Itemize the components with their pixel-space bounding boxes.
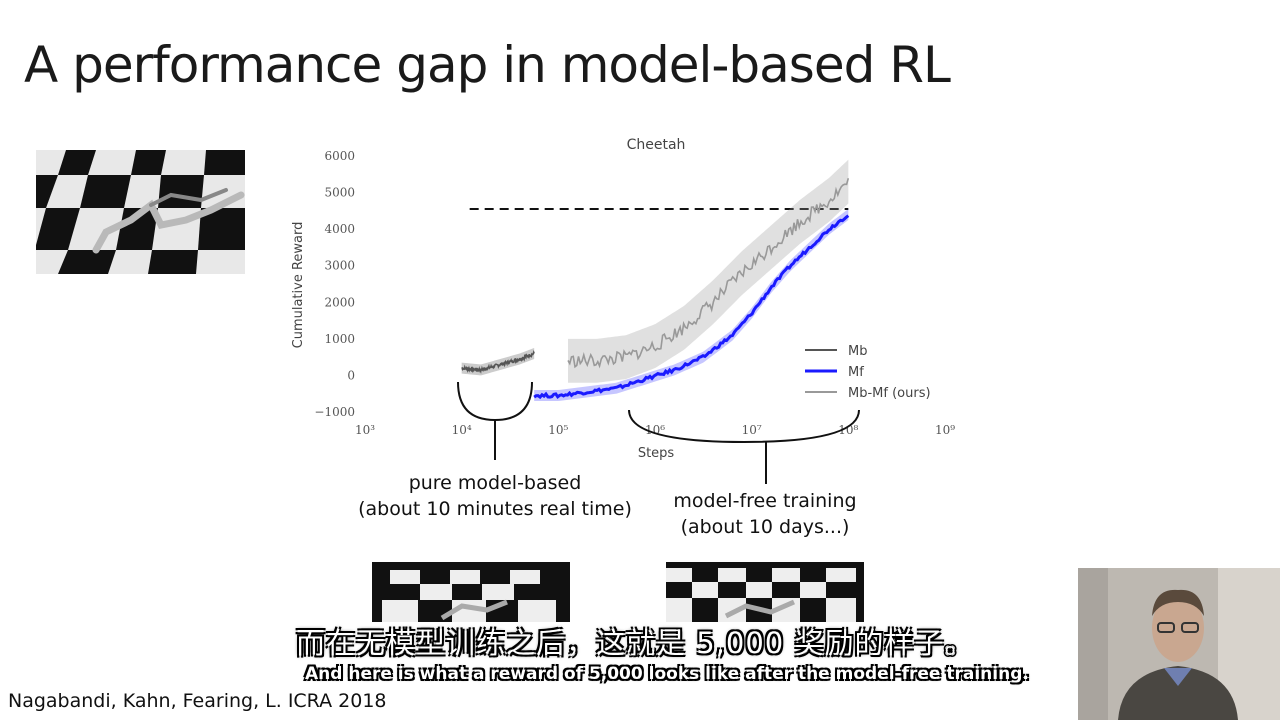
x-axis-label: Steps	[638, 446, 675, 461]
x-tick-label: 10⁵	[548, 423, 568, 437]
y-tick-label: 5000	[324, 186, 355, 200]
y-tick-label: 6000	[324, 149, 355, 163]
y-tick-label: 2000	[324, 295, 355, 309]
x-tick-label: 10⁶	[645, 423, 665, 437]
chart-legend: Mb Mf Mb-Mf (ours)	[805, 344, 931, 401]
y-axis-label: Cumulative Reward	[291, 222, 306, 349]
model-free-detail: (about 10 days...)	[680, 516, 850, 538]
slide-title: A performance gap in model-based RL	[24, 36, 951, 94]
pure-model-based-bracket	[457, 381, 533, 460]
pure-model-based-annotation: pure model-based (about 10 minutes real …	[330, 470, 660, 522]
subtitle-chinese: 而在无模型训练之后，这就是 5,000 奖励的样子。	[296, 626, 975, 660]
y-tick-label: 1000	[324, 332, 355, 346]
subtitle-english: And here is what a reward of 5,000 looks…	[305, 664, 1029, 684]
presenter-webcam	[1078, 568, 1280, 720]
model-free-annotation: model-free training (about 10 days...)	[640, 488, 890, 540]
citation: Nagabandi, Kahn, Fearing, L. ICRA 2018	[8, 690, 387, 712]
series-line-mf	[533, 214, 850, 400]
cheetah-image-model-free	[666, 562, 864, 622]
x-tick-label: 10⁷	[742, 423, 762, 437]
series-band-mb-mf-ours-	[568, 159, 849, 383]
model-free-label: model-free training	[673, 490, 857, 512]
series-line-mb-mf-ours-	[567, 178, 850, 369]
pure-model-based-label: pure model-based	[408, 472, 582, 494]
pure-model-based-detail: (about 10 minutes real time)	[358, 498, 632, 520]
legend-label: Mb-Mf (ours)	[848, 386, 931, 401]
chart-title: Cheetah	[627, 137, 686, 153]
cheetah-image-model-based	[372, 562, 570, 622]
y-tick-label: 4000	[324, 222, 355, 236]
x-tick-label: 10⁹	[935, 423, 955, 437]
x-tick-label: 10³	[355, 423, 375, 437]
cheetah-image-top	[36, 150, 245, 274]
series-line-mb	[461, 350, 535, 374]
model-free-bracket	[628, 409, 860, 484]
y-tick-label: 0	[347, 368, 355, 382]
x-tick-label: 10⁴	[452, 423, 472, 437]
y-tick-label: 3000	[324, 259, 355, 273]
legend-label: Mf	[848, 365, 864, 380]
cheetah-reward-chart: Cheetah Cumulative Reward Steps −1000 0 10…	[291, 137, 955, 461]
y-tick-label: −1000	[314, 405, 355, 419]
legend-label: Mb	[848, 344, 867, 359]
x-tick-label: 10⁸	[838, 423, 858, 437]
